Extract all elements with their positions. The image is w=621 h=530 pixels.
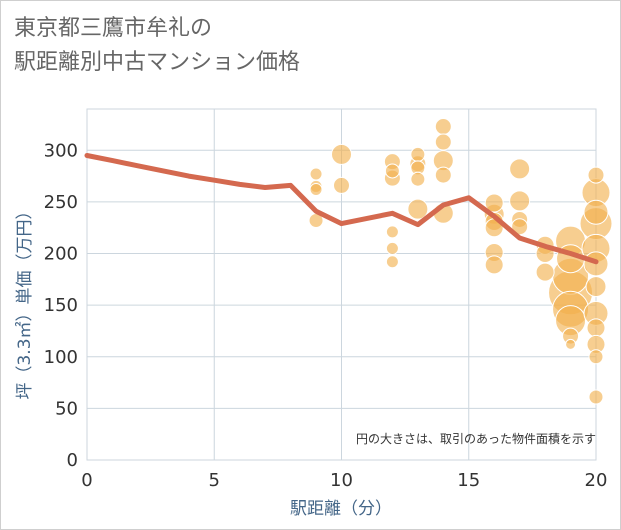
size-annotation: 円の大きさは、取引のあった物件面積を示す [356, 431, 596, 446]
bubble-point [384, 163, 400, 179]
x-tick-label: 15 [457, 470, 480, 491]
grid-lines [86, 108, 597, 461]
y-axis-title: 坪（3.3㎡）単価（万円） [15, 202, 35, 399]
y-tick-label: 100 [44, 347, 78, 368]
bubble-series [308, 118, 613, 405]
y-tick-label: 150 [44, 295, 78, 316]
trend-line-series [84, 153, 599, 265]
y-tick-label: 50 [55, 398, 78, 419]
x-tick-label: 10 [330, 470, 353, 491]
bubble-point [586, 318, 606, 338]
bubble-point [434, 166, 452, 184]
bubble-point [410, 171, 426, 187]
bubble-point [434, 118, 452, 136]
bubble-point [410, 146, 426, 162]
bubble-point [511, 218, 529, 236]
bubble-point [583, 199, 609, 225]
x-axis-title: 駅距離（分） [290, 499, 392, 519]
bubble-point [385, 225, 399, 239]
bubble-point [484, 255, 504, 275]
bubble-point [509, 158, 531, 180]
bubble-point [333, 176, 350, 194]
x-tick-label: 0 [81, 470, 92, 491]
y-tick-label: 0 [67, 450, 78, 471]
chart-title: 東京都三鷹市牟礼の 駅距離別中古マンション価格 [14, 16, 301, 75]
bubble-point [535, 262, 555, 282]
bubble-point [585, 276, 607, 298]
x-tick-label: 5 [209, 470, 220, 491]
bubble-point [588, 349, 604, 365]
bubble-point [309, 167, 323, 181]
bubble-point [331, 143, 352, 165]
bubble-point [407, 198, 429, 220]
y-tick-label: 300 [44, 140, 78, 161]
y-axis-ticks: 0 50 100 150 200 250 300 [44, 140, 78, 471]
bubble-point [509, 190, 531, 212]
bubble-point [484, 193, 504, 213]
bubble-point [565, 338, 577, 350]
y-tick-label: 200 [44, 244, 78, 265]
bubble-point [588, 389, 604, 405]
bubble-point [385, 241, 399, 255]
bubble-point [434, 133, 452, 151]
x-tick-label: 20 [585, 470, 608, 491]
x-axis-ticks: 0 5 10 15 20 [81, 470, 607, 491]
average-price-line [84, 153, 599, 265]
y-tick-label: 250 [44, 192, 78, 213]
bubble-point [385, 255, 399, 269]
bubble-point [309, 183, 323, 197]
bubble-point [587, 166, 605, 184]
